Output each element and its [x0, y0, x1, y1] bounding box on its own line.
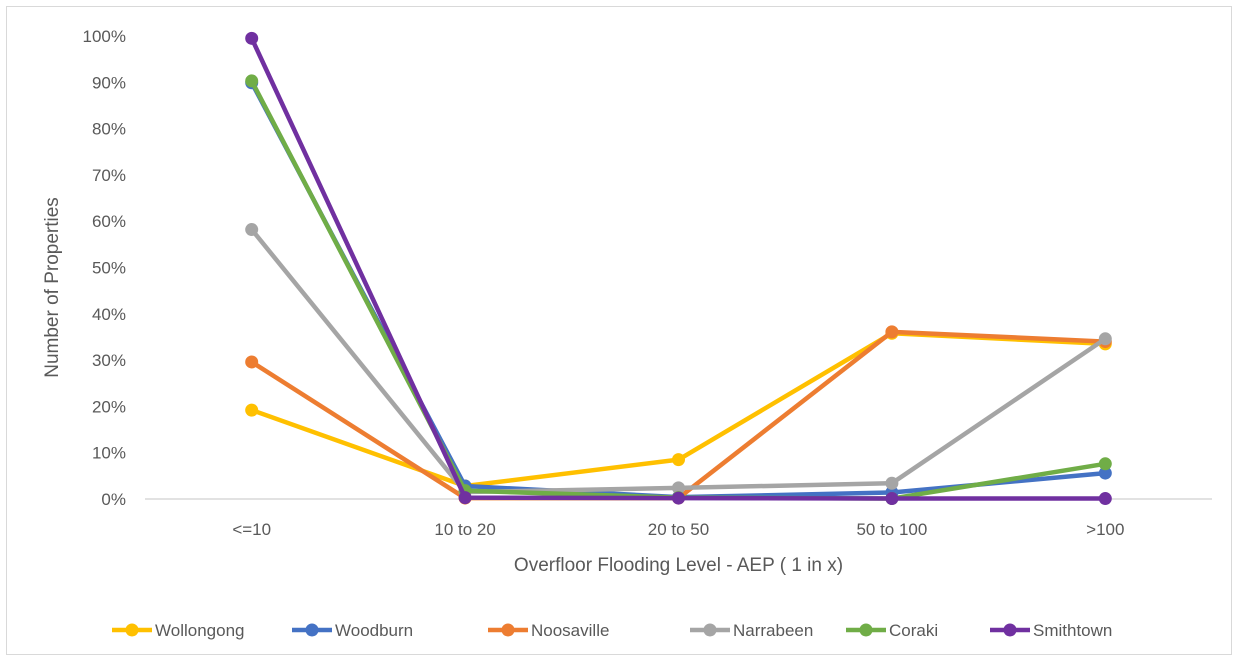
- legend-item-woodburn: Woodburn: [292, 621, 413, 640]
- series-line: [249, 36, 1108, 501]
- legend-item-wollongong: Wollongong: [112, 621, 244, 640]
- legend-label: Woodburn: [335, 621, 413, 640]
- y-tick-label: 50%: [92, 259, 126, 278]
- data-point: [1098, 466, 1112, 480]
- y-tick-label: 80%: [92, 120, 126, 139]
- legend-item-noosaville: Noosaville: [488, 621, 609, 640]
- data-point: [245, 31, 259, 45]
- x-tick-label: <=10: [232, 520, 271, 539]
- legend-swatch-marker: [1003, 623, 1017, 637]
- legend-label: Smithtown: [1033, 621, 1112, 640]
- y-axis-ticks: 0% 10% 20% 30% 40% 50% 60% 70% 80% 90% 100%: [83, 27, 126, 509]
- y-axis-title: Number of Properties: [42, 197, 63, 378]
- y-tick-label: 10%: [92, 444, 126, 463]
- data-point: [245, 403, 259, 417]
- legend-item-smithtown: Smithtown: [990, 621, 1112, 640]
- legend-swatch-marker: [703, 623, 717, 637]
- legend-swatch-marker: [125, 623, 139, 637]
- legend-swatch-marker: [305, 623, 319, 637]
- x-axis-ticks: <=10 10 to 20 20 to 50 50 to 100 >100: [232, 520, 1124, 539]
- y-tick-label: 20%: [92, 397, 126, 416]
- y-tick-label: 90%: [92, 73, 126, 92]
- x-tick-label: 20 to 50: [648, 520, 709, 539]
- data-point: [885, 325, 899, 339]
- data-point: [458, 491, 472, 505]
- data-point: [672, 481, 685, 495]
- series-line: [249, 80, 1108, 500]
- series-noosaville: [245, 325, 1112, 505]
- data-point: [245, 355, 259, 369]
- y-tick-label: 40%: [92, 305, 126, 324]
- data-point: [885, 492, 899, 506]
- y-tick-label: 0%: [101, 490, 126, 509]
- data-point: [885, 476, 899, 490]
- data-point: [245, 74, 259, 88]
- legend-item-narrabeen: Narrabeen: [690, 621, 813, 640]
- y-tick-label: 60%: [92, 212, 126, 231]
- chart-frame: [6, 6, 1232, 655]
- series-line: [249, 329, 1108, 501]
- data-point: [1098, 332, 1112, 346]
- data-point: [672, 491, 685, 505]
- x-tick-label: 10 to 20: [434, 520, 495, 539]
- legend-label: Coraki: [889, 621, 938, 640]
- legend: Wollongong Woodburn Noosaville Narrabeen Cor…: [112, 621, 1112, 640]
- series-line: [249, 227, 1108, 495]
- legend-swatch-marker: [501, 623, 515, 637]
- series-group: [245, 31, 1112, 506]
- y-tick-label: 100%: [83, 27, 126, 46]
- legend-item-coraki: Coraki: [846, 621, 938, 640]
- y-tick-label: 70%: [92, 166, 126, 185]
- x-tick-label: >100: [1086, 520, 1124, 539]
- data-point: [672, 453, 685, 467]
- series-line: [249, 78, 1108, 501]
- legend-label: Noosaville: [531, 621, 609, 640]
- data-point: [1098, 457, 1112, 471]
- data-point: [1098, 492, 1112, 506]
- legend-label: Narrabeen: [733, 621, 813, 640]
- legend-swatch-marker: [859, 623, 873, 637]
- x-axis-title: Overfloor Flooding Level - AEP ( 1 in x): [514, 555, 843, 576]
- x-tick-label: 50 to 100: [856, 520, 927, 539]
- legend-label: Wollongong: [155, 621, 244, 640]
- data-point: [245, 223, 259, 237]
- series-smithtown: [245, 31, 1112, 506]
- y-tick-label: 30%: [92, 351, 126, 370]
- series-wollongong: [245, 326, 1112, 493]
